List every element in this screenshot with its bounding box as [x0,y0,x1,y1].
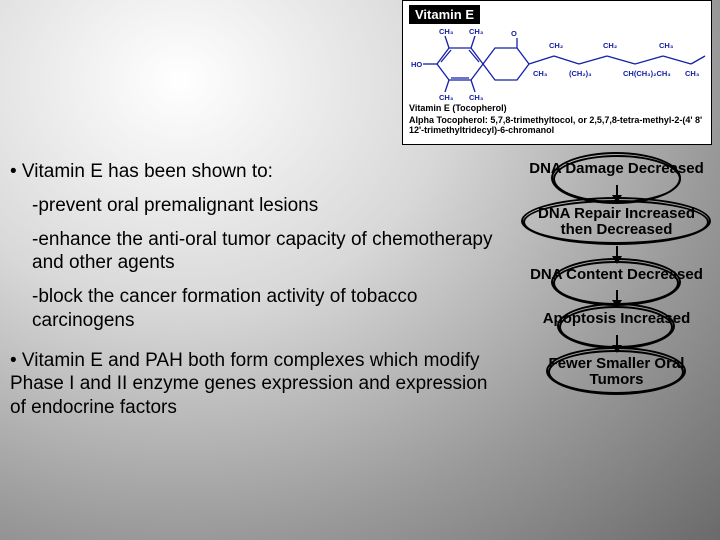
chem-title: Vitamin E [409,5,480,24]
chem-iupac: Alpha Tocopherol: 5,7,8-trimethyltocol, … [409,116,705,136]
chem-name: Vitamin E (Tocopherol) [409,104,705,114]
main-text: • Vitamin E has been shown to: -prevent … [10,160,500,426]
sub-3: -block the cancer formation activity of … [32,285,500,333]
svg-text:HO: HO [411,60,422,69]
svg-text:CH₃: CH₃ [659,41,674,50]
chemical-structure-panel: Vitamin E [402,0,712,145]
svg-text:CH₂: CH₂ [603,41,617,50]
svg-text:CH₃: CH₃ [469,93,484,102]
sub-2: -enhance the anti-oral tumor capacity of… [32,228,500,276]
flow-label-5: Fewer Smaller Oral Tumors [519,353,714,392]
flow-label-3: DNA Content Decreased [524,264,709,287]
sub-1: -prevent oral premalignant lesions [32,194,500,218]
svg-text:CH₃: CH₃ [439,93,454,102]
svg-text:CH(CH₃)₂CH₃: CH(CH₃)₂CH₃ [623,69,671,78]
bullet-1: • Vitamin E has been shown to: [10,160,500,184]
flow-node-3: DNA Content Decreased [519,264,714,287]
bullet-2: • Vitamin E and PAH both form complexes … [10,349,500,420]
svg-text:O: O [511,29,517,38]
chem-structure-diagram: HO CH₃ CH₃ CH₃ CH₃ O CH₃ CH₂ (CH₂)₃ CH₂ … [409,24,705,102]
svg-text:(CH₂)₃: (CH₂)₃ [569,69,592,78]
svg-text:CH₃: CH₃ [533,69,548,78]
flow-node-2: DNA Repair Increased then Decreased [519,203,714,242]
flow-node-4: Apoptosis Increased [519,308,714,331]
svg-text:CH₃: CH₃ [685,69,700,78]
flow-label-4: Apoptosis Increased [537,308,697,331]
svg-text:CH₃: CH₃ [469,27,484,36]
flow-node-5: Fewer Smaller Oral Tumors [519,353,714,392]
svg-text:CH₃: CH₃ [439,27,454,36]
flow-label-2: DNA Repair Increased then Decreased [519,203,714,242]
svg-text:CH₂: CH₂ [549,41,563,50]
flow-node-1: DNA Damage Decreased [519,158,714,181]
flow-label-1: DNA Damage Decreased [523,158,710,181]
flow-diagram: DNA Damage Decreased DNA Repair Increase… [519,158,714,396]
